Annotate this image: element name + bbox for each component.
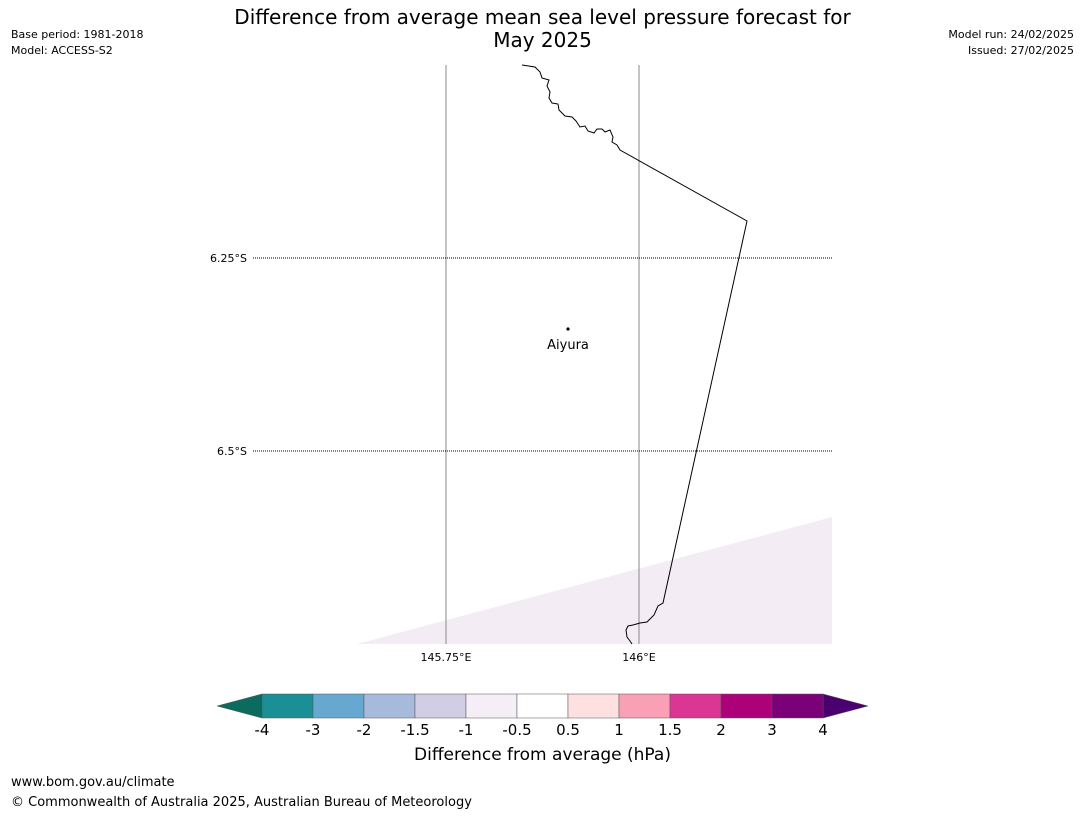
- colorbar-tick-label: -4: [255, 721, 270, 739]
- colorbar-tick-label: -1.5: [400, 721, 429, 739]
- colorbar-bin: [261, 693, 314, 719]
- colorbar-bin: [567, 693, 620, 719]
- lon-label-145-75: 145.75°E: [421, 651, 472, 664]
- place-label-aiyura: Aiyura: [547, 338, 589, 353]
- colorbar-tick-label: 2: [716, 721, 726, 739]
- title-line-1: Difference from average mean sea level p…: [234, 5, 851, 29]
- colorbar-tick-label: -3: [306, 721, 321, 739]
- colorbar-bin: [312, 693, 365, 719]
- lat-label-6-5: 6.5°S: [217, 445, 247, 458]
- colorbar-bin: [771, 693, 824, 719]
- colorbar-bin: [465, 693, 518, 719]
- title-line-2: May 2025: [493, 28, 592, 52]
- colorbar-bin: [669, 693, 722, 719]
- aiyura-marker: [566, 327, 570, 331]
- footer-url: www.bom.gov.au/climate: [11, 775, 175, 790]
- colorbar-bin: [618, 693, 671, 719]
- colorbar-bin: [516, 693, 569, 719]
- colorbar: -4 -3 -2 -1.5 -1 -0.5 0.5 1 1.5 2 3 4: [216, 693, 869, 739]
- colorbar-tick-label: 4: [818, 721, 828, 739]
- chart-title: Difference from average mean sea level p…: [0, 6, 1085, 52]
- colorbar-bin: [720, 693, 773, 719]
- colorbar-tick-label: 1: [614, 721, 624, 739]
- colorbar-tick-label: 1.5: [658, 721, 682, 739]
- issued-text: Issued: 27/02/2025: [967, 44, 1074, 57]
- base-period-text: Base period: 1981-2018: [11, 28, 144, 41]
- lon-label-146: 146°E: [622, 651, 655, 664]
- shaded-anomaly-region: [357, 517, 832, 644]
- meta-left: Base period: 1981-2018 Model: ACCESS-S2: [11, 27, 143, 59]
- colorbar-label: Difference from average (hPa): [414, 745, 671, 765]
- colorbar-tick-label: 0.5: [556, 721, 580, 739]
- meta-right: Model run: 24/02/2025 Issued: 27/02/2025: [948, 27, 1074, 59]
- colorbar-bin: [363, 693, 416, 719]
- colorbar-bin: [414, 693, 467, 719]
- coastline: [521, 64, 748, 645]
- footer-copyright: © Commonwealth of Australia 2025, Austra…: [11, 795, 472, 810]
- colorbar-extend-high: [822, 693, 869, 719]
- model-text: Model: ACCESS-S2: [11, 44, 113, 57]
- model-run-text: Model run: 24/02/2025: [948, 28, 1074, 41]
- colorbar-extend-low: [216, 693, 263, 719]
- colorbar-tick-label: -1: [459, 721, 474, 739]
- colorbar-tick-label: -0.5: [502, 721, 531, 739]
- lat-label-6-25: 6.25°S: [210, 252, 247, 265]
- colorbar-tick-label: -2: [357, 721, 372, 739]
- colorbar-tick-label: 3: [767, 721, 777, 739]
